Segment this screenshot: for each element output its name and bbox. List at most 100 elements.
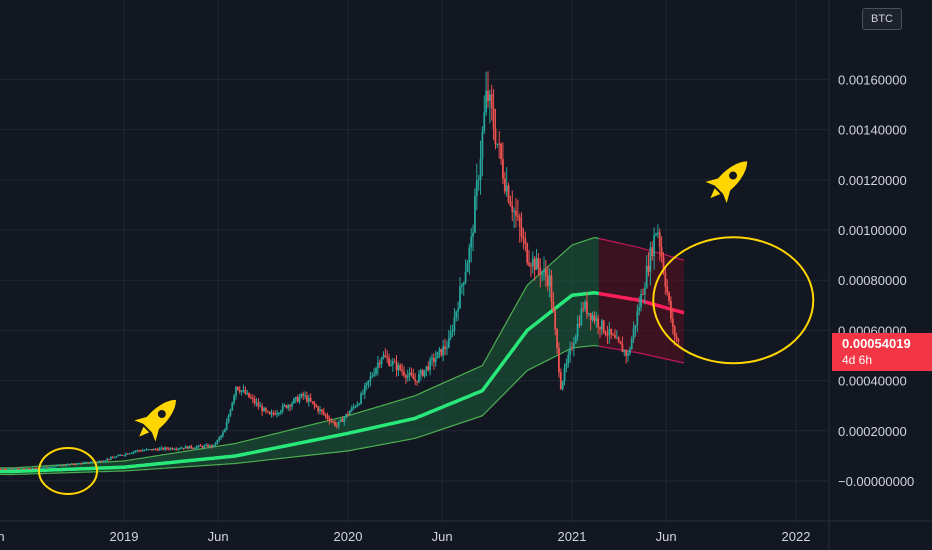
candle-body bbox=[20, 468, 23, 470]
candle-body bbox=[169, 448, 172, 450]
candle-body bbox=[231, 402, 234, 411]
time-axis[interactable]: Jun 2019 Jun 2020 Jun 2021 Jun 2022 bbox=[0, 529, 810, 544]
candle-body bbox=[276, 413, 278, 415]
y-tick-label: 0.00160000 bbox=[838, 72, 907, 87]
candle-body bbox=[509, 201, 512, 206]
candle-body bbox=[395, 361, 398, 371]
candle-body bbox=[455, 311, 458, 318]
candle-body bbox=[259, 406, 262, 408]
candle-body bbox=[42, 467, 45, 469]
candle-body bbox=[82, 462, 84, 464]
candle-body bbox=[22, 468, 25, 470]
candle-body bbox=[335, 425, 338, 427]
candle-body bbox=[304, 395, 306, 397]
candle-body bbox=[117, 454, 120, 457]
candle-body bbox=[203, 445, 206, 448]
candle-body bbox=[606, 334, 609, 336]
candle-body bbox=[44, 466, 47, 468]
candles bbox=[0, 71, 680, 471]
candle-body bbox=[528, 262, 530, 266]
candle-body bbox=[548, 275, 551, 286]
candle-body bbox=[298, 397, 301, 402]
candle-body bbox=[556, 329, 558, 348]
candle-body bbox=[591, 315, 594, 320]
candle-body bbox=[27, 468, 30, 470]
candle-body bbox=[59, 465, 62, 467]
candle-body bbox=[147, 449, 150, 451]
band-lower-line bbox=[0, 344, 600, 476]
candle-body bbox=[255, 402, 258, 404]
candle-body bbox=[220, 435, 222, 438]
candle-body bbox=[46, 466, 49, 468]
candle-body bbox=[619, 341, 622, 345]
candle-body bbox=[76, 463, 79, 465]
price-axis[interactable]: 0.00160000 0.00140000 0.00120000 0.00100000… bbox=[838, 72, 914, 489]
candle-body bbox=[324, 414, 327, 416]
candle-body bbox=[180, 447, 183, 449]
y-tick-label: 0.00100000 bbox=[838, 223, 907, 238]
candle-body bbox=[339, 419, 342, 422]
candle-body bbox=[673, 326, 676, 337]
candle-body bbox=[376, 362, 379, 369]
y-tick-label: −0.00000000 bbox=[838, 474, 914, 489]
candle-body bbox=[466, 262, 469, 273]
candle-body bbox=[515, 210, 517, 216]
candle-body bbox=[130, 452, 133, 454]
candle-body bbox=[199, 445, 202, 447]
symbol-badge[interactable]: BTC bbox=[862, 8, 902, 30]
candle-body bbox=[72, 463, 75, 465]
candle-body bbox=[179, 448, 181, 450]
candle-body bbox=[541, 272, 544, 275]
candle-body bbox=[425, 366, 428, 371]
highlight-ellipse bbox=[652, 236, 815, 365]
candle-body bbox=[401, 369, 404, 372]
candle-body bbox=[599, 326, 601, 330]
candle-body bbox=[440, 348, 443, 356]
candle-body bbox=[558, 347, 560, 373]
candle-body bbox=[272, 412, 275, 414]
last-price-badge: 0.00054019 4d 6h bbox=[832, 333, 932, 371]
rocket-fin bbox=[723, 187, 731, 204]
candle-body bbox=[565, 363, 568, 369]
candle-body bbox=[651, 247, 654, 257]
candle-body bbox=[414, 379, 417, 381]
x-tick-label: 2021 bbox=[558, 529, 587, 544]
candle-body bbox=[279, 411, 282, 413]
candle-body bbox=[610, 328, 613, 335]
candle-body bbox=[608, 328, 611, 336]
candle-body bbox=[70, 463, 73, 465]
candle-body bbox=[110, 457, 112, 460]
candle-body bbox=[235, 386, 237, 396]
candle-body bbox=[343, 417, 346, 422]
candle-body bbox=[35, 468, 38, 470]
candle-body bbox=[246, 392, 249, 394]
candle-body bbox=[48, 467, 51, 469]
candle-body bbox=[578, 324, 581, 326]
candle-body bbox=[378, 362, 381, 365]
candle-body bbox=[660, 246, 663, 257]
candle-body bbox=[24, 468, 26, 470]
rocket-flame bbox=[710, 188, 721, 199]
candle-body bbox=[281, 405, 284, 412]
candle-body bbox=[300, 393, 303, 398]
candle-body bbox=[278, 412, 280, 414]
candle-body bbox=[141, 450, 144, 452]
candle-body bbox=[375, 368, 377, 375]
candle-body bbox=[251, 398, 254, 400]
candle-body bbox=[386, 356, 389, 359]
candle-body bbox=[132, 451, 135, 453]
candle-body bbox=[488, 94, 491, 102]
candle-body bbox=[167, 448, 170, 450]
candle-body bbox=[352, 406, 355, 408]
candle-body bbox=[216, 440, 219, 444]
candle-body bbox=[388, 358, 390, 366]
candle-body bbox=[531, 258, 534, 267]
candle-body bbox=[96, 461, 99, 463]
candle-body bbox=[1, 469, 4, 471]
candle-body bbox=[604, 332, 607, 335]
candle-body bbox=[207, 444, 209, 448]
candle-body bbox=[0, 468, 2, 470]
rocket-fin bbox=[134, 416, 150, 424]
candle-body bbox=[444, 346, 446, 349]
